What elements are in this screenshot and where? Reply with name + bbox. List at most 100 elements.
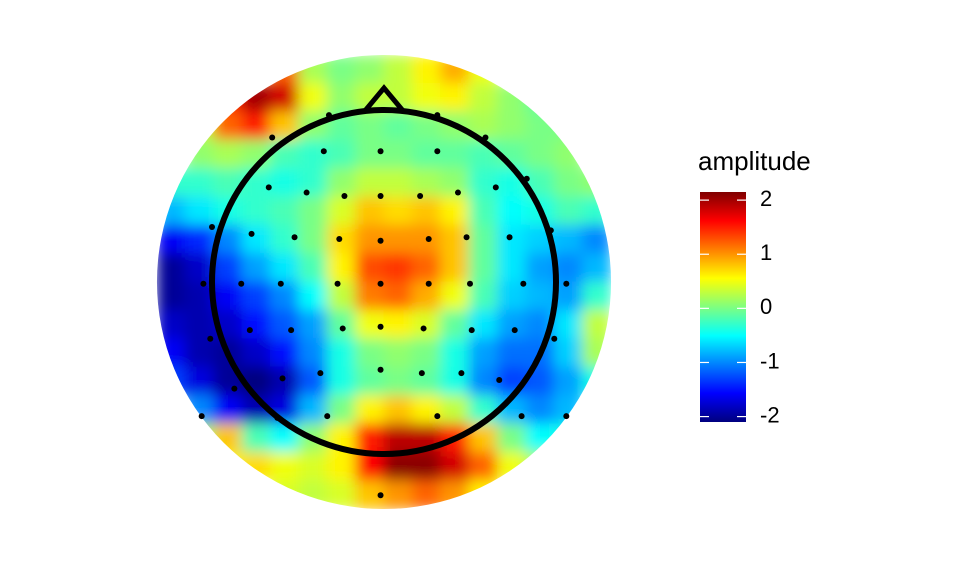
head-outline <box>209 107 559 457</box>
electrode <box>417 193 424 199</box>
cell <box>184 167 215 198</box>
electrode <box>341 193 348 199</box>
cell <box>156 224 186 255</box>
cell <box>355 111 385 141</box>
cell <box>497 309 527 340</box>
cell <box>553 111 584 141</box>
cell <box>269 167 300 198</box>
cell <box>298 366 328 397</box>
cell <box>213 281 243 311</box>
electrode <box>492 184 499 191</box>
electrode <box>468 327 475 334</box>
cell <box>156 309 186 340</box>
cell <box>298 139 328 169</box>
colorbar-tick-label: 2 <box>760 186 772 211</box>
electrode <box>547 227 554 234</box>
electrode <box>434 148 441 155</box>
cell <box>326 338 357 368</box>
electrode <box>377 323 384 330</box>
electrodes <box>198 112 570 499</box>
cell <box>525 139 555 169</box>
electrode <box>506 234 513 241</box>
cell <box>184 423 215 453</box>
topo-field <box>156 54 612 510</box>
cell <box>497 281 527 311</box>
cell <box>383 480 413 510</box>
cell <box>468 309 499 340</box>
cell <box>468 281 499 311</box>
electrode <box>279 375 286 382</box>
cell <box>241 253 271 283</box>
cell <box>184 196 215 226</box>
electrode <box>303 189 310 196</box>
cell <box>497 82 527 113</box>
cell <box>525 423 555 453</box>
cell <box>497 224 527 255</box>
cell <box>553 338 584 368</box>
cell <box>184 338 215 368</box>
cell <box>440 451 470 482</box>
cell <box>269 338 300 368</box>
cell <box>184 139 215 169</box>
electrode <box>551 335 558 342</box>
electrode <box>324 413 331 420</box>
cell <box>298 196 328 226</box>
cell <box>298 281 328 311</box>
cell <box>411 139 442 169</box>
cell <box>298 451 328 482</box>
electrode <box>511 327 518 334</box>
cell <box>582 309 612 340</box>
cell <box>525 111 555 141</box>
cell <box>383 338 413 368</box>
cell <box>497 338 527 368</box>
electrode <box>458 370 465 377</box>
cell <box>298 480 328 510</box>
cell <box>553 196 584 226</box>
cell <box>241 82 271 113</box>
electrode <box>274 414 281 421</box>
cell <box>241 196 271 226</box>
cell <box>298 224 328 255</box>
cell <box>383 309 413 340</box>
cell <box>383 111 413 141</box>
electrode <box>246 327 253 334</box>
cell <box>355 196 385 226</box>
cell <box>383 253 413 283</box>
cell <box>497 253 527 283</box>
cell <box>440 167 470 198</box>
cell <box>269 366 300 397</box>
cell <box>411 82 442 113</box>
cell <box>326 281 357 311</box>
electrode <box>377 366 384 373</box>
cell <box>383 366 413 397</box>
cell <box>525 82 555 113</box>
cell <box>553 423 584 453</box>
cell <box>525 395 555 425</box>
electrode <box>265 184 272 191</box>
electrode <box>467 280 473 287</box>
electrode <box>209 223 215 230</box>
cell <box>269 309 300 340</box>
legend-title: amplitude <box>698 146 811 176</box>
electrode <box>563 280 570 287</box>
electrode <box>463 234 470 241</box>
cell <box>582 253 612 283</box>
electrode <box>248 230 255 237</box>
electrode <box>198 413 205 420</box>
cell <box>440 54 470 84</box>
cell <box>440 139 470 169</box>
cell <box>213 82 243 113</box>
cell <box>440 196 470 226</box>
cell <box>497 196 527 226</box>
cell <box>582 167 612 198</box>
cell <box>355 338 385 368</box>
cell <box>298 54 328 84</box>
cell <box>355 253 385 283</box>
cell <box>553 366 584 397</box>
cell <box>497 423 527 453</box>
electrode <box>200 280 207 287</box>
cell <box>411 366 442 397</box>
electrode <box>291 234 298 241</box>
cell <box>440 82 470 113</box>
